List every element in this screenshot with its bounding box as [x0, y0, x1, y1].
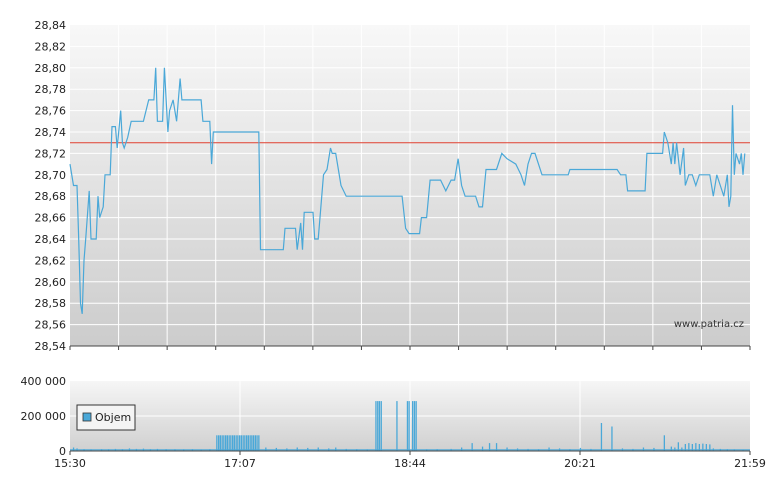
volume-bar	[415, 401, 417, 451]
volume-bar	[242, 435, 244, 452]
volume-bar	[378, 401, 381, 451]
volume-y-tick-label: 400 000	[21, 375, 67, 388]
price-y-tick-label: 28,54	[35, 340, 67, 353]
volume-panel: 400 000 200 000 0 15:30 17:07 18:44 20:21 21:5…	[21, 375, 766, 470]
volume-bar	[233, 435, 235, 452]
volume-bar	[670, 446, 672, 451]
volume-bars	[70, 401, 750, 452]
price-panel: 28,84 28,82 28,80 28,78 28,76 28,74 28,72 28,70…	[35, 19, 751, 353]
volume-bar	[226, 435, 228, 452]
volume-bar	[377, 401, 379, 451]
price-y-tick-label: 28,66	[35, 212, 67, 225]
volume-bar	[705, 444, 707, 451]
price-x-tick-marks	[69, 346, 751, 350]
volume-bar	[684, 444, 686, 451]
volume-bar	[406, 401, 409, 451]
volume-bar	[702, 443, 704, 451]
price-y-tick-label: 28,64	[35, 233, 67, 246]
volume-bar	[237, 435, 239, 452]
price-y-tick-label: 28,80	[35, 62, 67, 75]
price-y-tick-label: 28,82	[35, 40, 67, 53]
volume-bar	[239, 435, 241, 452]
price-gridlines	[70, 25, 750, 346]
volume-bar	[709, 444, 711, 451]
volume-bar	[225, 435, 227, 452]
legend-swatch	[82, 412, 92, 422]
volume-x-tick-label: 18:44	[394, 457, 426, 470]
volume-bar	[495, 443, 498, 451]
volume-bar	[663, 435, 665, 452]
volume-bar	[412, 401, 414, 451]
volume-bar	[611, 426, 613, 451]
volume-x-tick-label: 21:59	[734, 457, 766, 470]
volume-bar	[249, 435, 251, 452]
legend-label: Objem	[95, 411, 131, 424]
volume-x-tick-label: 17:07	[224, 457, 256, 470]
volume-bar	[258, 435, 260, 452]
price-y-tick-label: 28,76	[35, 105, 67, 118]
volume-x-tick-label: 15:30	[54, 457, 86, 470]
volume-bar	[221, 435, 223, 452]
volume-bar	[600, 423, 603, 451]
volume-baseline-fill	[70, 449, 750, 451]
price-y-tick-label: 28,68	[35, 190, 67, 203]
volume-legend: Objem	[76, 404, 136, 431]
volume-bar	[251, 435, 253, 452]
volume-bar	[228, 435, 230, 452]
volume-x-tick-label: 20:21	[564, 457, 596, 470]
volume-bar	[396, 401, 398, 451]
volume-bar	[408, 401, 410, 451]
price-y-axis-labels: 28,84 28,82 28,80 28,78 28,76 28,74 28,72 28,70…	[35, 19, 67, 353]
price-y-tick-label: 28,58	[35, 297, 67, 310]
volume-bar	[219, 435, 221, 452]
price-y-tick-label: 28,74	[35, 126, 67, 139]
volume-bar	[380, 401, 382, 451]
volume-bar	[235, 435, 237, 452]
volume-bar	[230, 435, 232, 452]
volume-bar	[240, 435, 242, 452]
volume-bar	[471, 443, 473, 451]
price-y-tick-label: 28,62	[35, 254, 67, 267]
price-y-tick-label: 28,60	[35, 276, 67, 289]
volume-bar	[246, 435, 248, 452]
volume-y-axis-labels: 400 000 200 000 0	[21, 375, 67, 458]
volume-bar	[218, 435, 220, 452]
price-y-tick-label: 28,72	[35, 147, 67, 160]
volume-bar	[375, 401, 377, 451]
price-y-tick-label: 28,70	[35, 169, 67, 182]
volume-bar	[256, 435, 258, 452]
volume-bar	[481, 446, 484, 451]
volume-bar	[252, 435, 255, 452]
volume-bar	[244, 435, 246, 452]
price-y-tick-label: 28,84	[35, 19, 67, 32]
volume-bar	[254, 435, 256, 452]
watermark: www.patria.cz	[674, 319, 744, 330]
volume-bar	[677, 442, 679, 452]
price-y-tick-label: 28,56	[35, 319, 67, 332]
volume-bar	[688, 443, 690, 451]
volume-gridlines	[70, 381, 750, 451]
volume-bar	[691, 444, 693, 451]
volume-y-tick-label: 0	[59, 445, 66, 458]
volume-bar	[223, 435, 225, 452]
volume-bar	[216, 435, 218, 452]
price-series-line	[69, 67, 746, 314]
volume-y-tick-label: 200 000	[21, 410, 67, 423]
price-y-tick-label: 28,78	[35, 83, 67, 96]
volume-bar	[695, 443, 697, 451]
volume-bar	[698, 444, 700, 451]
volume-bar	[488, 443, 491, 451]
volume-bar	[232, 435, 234, 452]
volume-x-axis-labels: 15:30 17:07 18:44 20:21 21:59	[54, 451, 766, 470]
volume-bar	[247, 435, 249, 452]
volume-bar	[413, 401, 416, 451]
